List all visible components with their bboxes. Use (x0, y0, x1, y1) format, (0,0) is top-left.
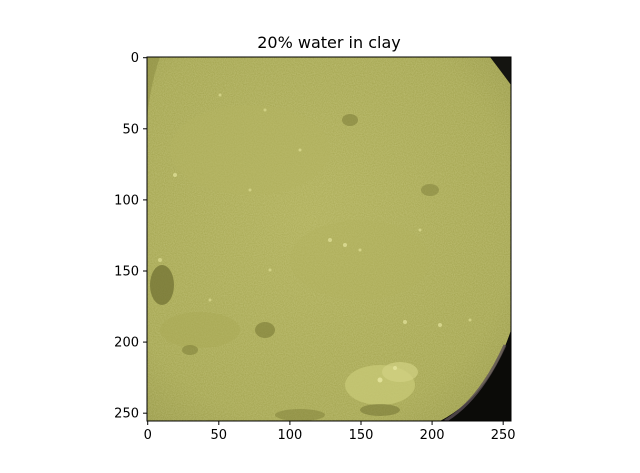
y-tick-label: 150 (114, 264, 139, 279)
y-tick-label: 250 (114, 407, 139, 422)
x-tick-label: 150 (349, 428, 374, 443)
y-tick-label: 50 (122, 122, 139, 137)
axes-frame (146, 56, 512, 422)
y-tick-label: 100 (114, 193, 139, 208)
x-tick-label: 250 (491, 428, 516, 443)
figure-title: 20% water in clay (257, 33, 401, 52)
x-axis: 0 50 100 150 200 250 (144, 421, 516, 443)
clay-photo (147, 57, 511, 421)
x-tick-label: 50 (211, 428, 228, 443)
y-tick-label: 200 (114, 336, 139, 351)
x-tick-label: 0 (144, 428, 152, 443)
y-tick-label: 0 (131, 51, 139, 66)
x-tick-label: 100 (277, 428, 302, 443)
y-axis: 0 50 100 150 200 250 (114, 51, 147, 422)
x-tick-label: 200 (420, 428, 445, 443)
